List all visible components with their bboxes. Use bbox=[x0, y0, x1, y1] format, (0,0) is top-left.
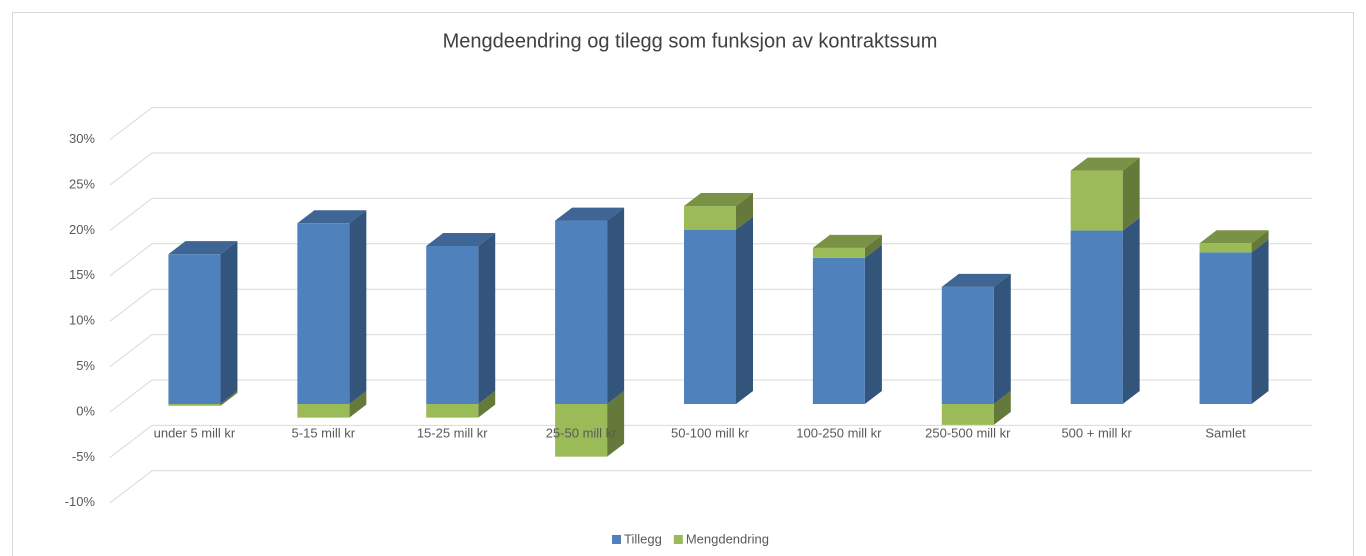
x-tick-label: 50-100 mill kr bbox=[671, 425, 750, 440]
bar-side bbox=[1251, 239, 1269, 404]
y-tick-label: -10% bbox=[65, 494, 96, 509]
x-tick-label: 15-25 mill kr bbox=[417, 425, 488, 440]
grid-line bbox=[109, 424, 1312, 458]
bar bbox=[168, 404, 221, 406]
bar-side bbox=[349, 391, 367, 418]
bar-side bbox=[993, 273, 1011, 404]
bar-side bbox=[607, 391, 625, 457]
grid-line bbox=[109, 379, 1312, 413]
y-tick-label: 0% bbox=[76, 403, 95, 418]
bar bbox=[812, 257, 865, 404]
grid-line bbox=[109, 334, 1312, 367]
bar-side bbox=[220, 391, 238, 406]
grid-line bbox=[109, 288, 1312, 322]
chart-border bbox=[12, 12, 1354, 556]
bar-side bbox=[993, 391, 1011, 425]
y-tick-label: -5% bbox=[72, 449, 96, 464]
bar-top bbox=[684, 193, 753, 207]
bar-side bbox=[478, 233, 496, 404]
bar bbox=[684, 229, 736, 404]
y-tick-label: 30% bbox=[69, 131, 95, 146]
bar bbox=[297, 223, 350, 404]
bar bbox=[555, 404, 608, 457]
x-tick-label: 100-250 mill kr bbox=[796, 425, 882, 440]
x-tick-label: Samlet bbox=[1205, 425, 1246, 440]
x-tick-label: 25-50 mill kr bbox=[546, 425, 617, 440]
bar-side bbox=[864, 234, 882, 258]
bar-top bbox=[1199, 230, 1269, 244]
y-tick-label: 25% bbox=[69, 176, 95, 191]
bar-top bbox=[555, 207, 625, 221]
x-tick-label: 250-500 mill kr bbox=[925, 425, 1011, 440]
grid-line bbox=[109, 243, 1312, 277]
legend-swatch bbox=[673, 535, 683, 544]
chart-title: Mengdeendring og tilegg som funksjon av … bbox=[443, 30, 938, 52]
bar-top bbox=[1070, 157, 1140, 171]
bar-top bbox=[297, 210, 367, 224]
bar-top bbox=[941, 273, 1011, 287]
bar bbox=[941, 404, 994, 425]
bar bbox=[941, 286, 994, 404]
x-tick-label: 500 + mill kr bbox=[1061, 425, 1132, 440]
legend-label: Tillegg bbox=[624, 531, 662, 546]
bar-side bbox=[1251, 230, 1269, 253]
bar bbox=[1070, 170, 1123, 231]
bar-top bbox=[426, 233, 496, 247]
bar bbox=[1070, 230, 1123, 404]
bar-top bbox=[812, 234, 882, 248]
bar-side bbox=[1122, 157, 1140, 231]
bar bbox=[426, 404, 479, 418]
y-tick-label: 5% bbox=[76, 358, 95, 373]
grid-line bbox=[109, 470, 1312, 504]
bar bbox=[1199, 252, 1252, 404]
x-tick-label: under 5 mill kr bbox=[154, 425, 236, 440]
bar bbox=[1199, 243, 1252, 253]
bar-side bbox=[864, 244, 882, 404]
grid-line bbox=[109, 197, 1312, 231]
bar bbox=[426, 246, 479, 404]
bar-side bbox=[220, 241, 238, 404]
y-tick-label: 15% bbox=[69, 267, 95, 282]
y-tick-label: 20% bbox=[69, 222, 95, 237]
bar-side bbox=[478, 391, 496, 418]
legend-swatch bbox=[612, 535, 621, 544]
grid-line bbox=[109, 152, 1312, 186]
bar-side bbox=[349, 210, 367, 404]
bar bbox=[555, 220, 608, 404]
bar-side bbox=[607, 207, 625, 404]
grid-line bbox=[109, 107, 1312, 140]
y-tick-label: 10% bbox=[69, 313, 95, 328]
legend-label: Mengdendring bbox=[686, 531, 769, 546]
bar bbox=[297, 404, 350, 418]
bar-side bbox=[736, 216, 753, 404]
bar bbox=[684, 206, 736, 230]
bar bbox=[168, 254, 221, 404]
bar-side bbox=[736, 193, 753, 230]
bar-side bbox=[1122, 217, 1140, 404]
bar-top bbox=[168, 241, 238, 255]
x-tick-label: 5-15 mill kr bbox=[292, 425, 356, 440]
bar bbox=[812, 247, 865, 258]
